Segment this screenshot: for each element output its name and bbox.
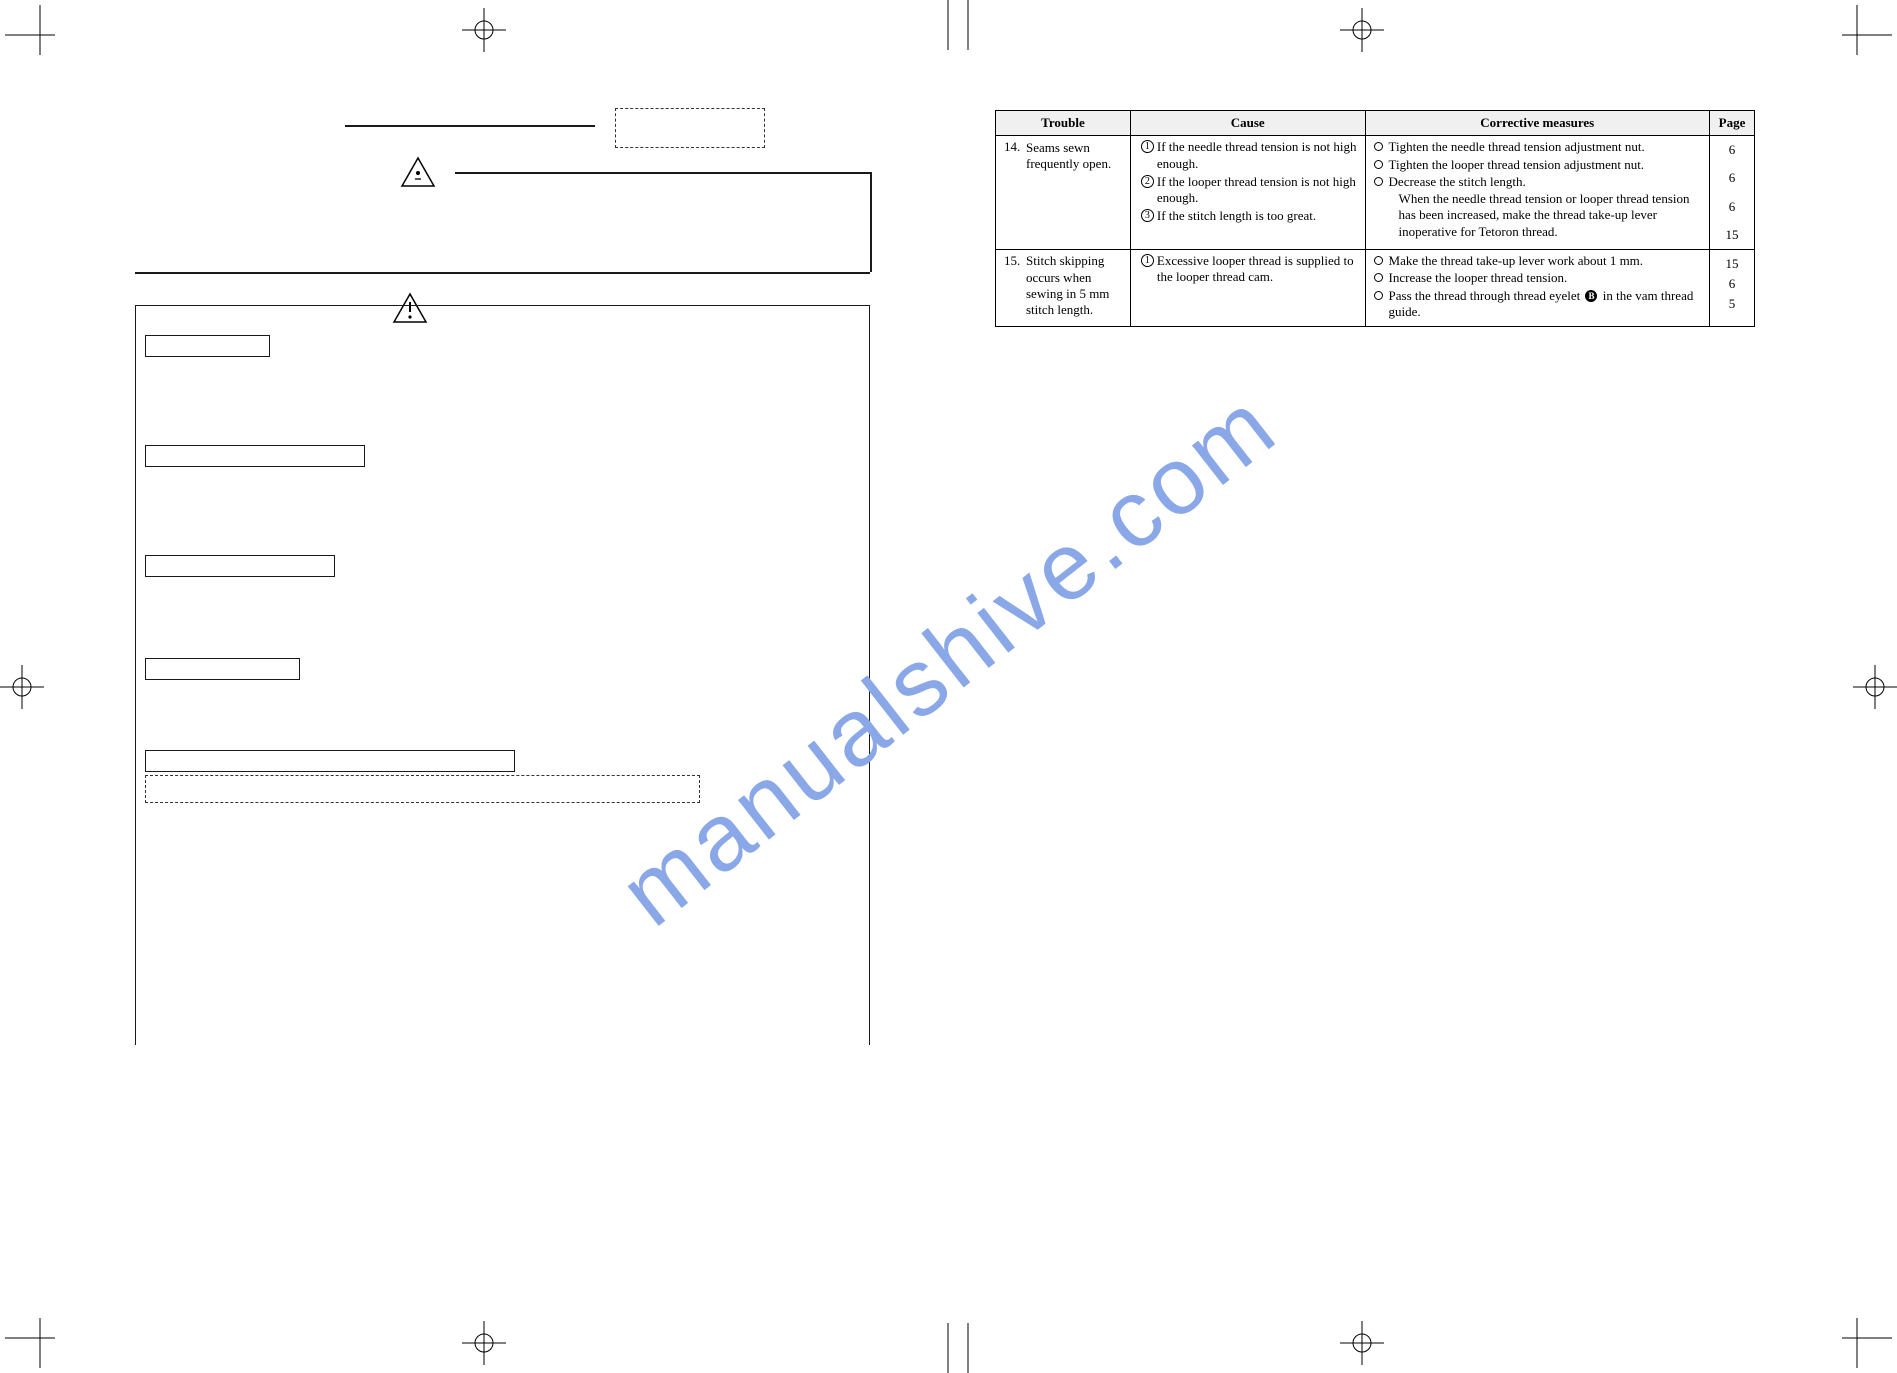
regmark-bot-1 xyxy=(462,1321,506,1365)
trouble-number: 15. xyxy=(1004,253,1020,268)
heading-box xyxy=(145,335,270,357)
corrective-text: Make the thread take-up lever work about… xyxy=(1389,253,1701,269)
foldmark-bot-r xyxy=(958,1313,978,1373)
troubleshooting-table: Trouble Cause Corrective measures Page 1… xyxy=(995,110,1755,327)
dashed-box xyxy=(145,775,700,803)
cause-item: 1 If the needle thread tension is not hi… xyxy=(1139,139,1357,172)
corrective-item: Tighten the needle thread tension adjust… xyxy=(1374,139,1701,155)
frame-line xyxy=(870,172,872,272)
cropmark-br xyxy=(1817,1303,1897,1373)
trouble-text: Seams sewn frequently open. xyxy=(1004,140,1122,173)
cause-text: If the stitch length is too great. xyxy=(1157,208,1357,224)
th-cause: Cause xyxy=(1130,111,1365,136)
page-ref: 6 xyxy=(1729,169,1736,187)
corrective-text: Increase the looper thread tension. xyxy=(1389,270,1701,286)
corrective-item: Decrease the stitch length. xyxy=(1374,174,1701,190)
circled-letter: B xyxy=(1585,290,1597,302)
regmark-left xyxy=(0,665,44,709)
cropmark-tr xyxy=(1817,0,1897,70)
regmark-right xyxy=(1853,665,1897,709)
table-header-row: Trouble Cause Corrective measures Page xyxy=(996,111,1755,136)
heading-box xyxy=(145,658,300,680)
cause-item: 2 If the looper thread tension is not hi… xyxy=(1139,174,1357,207)
circled-number: 3 xyxy=(1141,209,1154,222)
cause-text: If the needle thread tension is not high… xyxy=(1157,139,1357,172)
cell-trouble: 15. Stitch skipping occurs when sewing i… xyxy=(996,250,1131,327)
regmark-top-1 xyxy=(462,8,506,52)
corrective-text: Tighten the looper thread tension adjust… xyxy=(1389,157,1701,173)
page-ref: 15 xyxy=(1725,255,1738,273)
cell-corrective: Tighten the needle thread tension adjust… xyxy=(1365,136,1709,250)
left-page xyxy=(135,100,905,1280)
table-row: 14. Seams sewn frequently open. 1 If the… xyxy=(996,136,1755,250)
bullet-icon xyxy=(1374,177,1383,186)
th-trouble: Trouble xyxy=(996,111,1131,136)
th-corrective: Corrective measures xyxy=(1365,111,1709,136)
cell-cause: 1 If the needle thread tension is not hi… xyxy=(1130,136,1365,250)
cell-cause: 1 Excessive looper thread is supplied to… xyxy=(1130,250,1365,327)
bullet-icon xyxy=(1374,142,1383,151)
title-underline xyxy=(345,125,595,127)
corrective-item: Pass the thread through thread eyelet B … xyxy=(1374,288,1701,321)
circled-number: 2 xyxy=(1141,175,1154,188)
right-page: Trouble Cause Corrective measures Page 1… xyxy=(995,100,1765,1280)
cause-item: 3 If the stitch length is too great. xyxy=(1139,208,1357,224)
circled-number: 1 xyxy=(1141,140,1154,153)
cause-text: Excessive looper thread is supplied to t… xyxy=(1157,253,1357,286)
warning-icon xyxy=(400,156,436,193)
page-ref: 15 xyxy=(1725,226,1738,244)
table-row: 15. Stitch skipping occurs when sewing i… xyxy=(996,250,1755,327)
heading-box xyxy=(145,555,335,577)
corrective-text: Tighten the needle thread tension adjust… xyxy=(1389,139,1701,155)
cropmark-bl xyxy=(0,1303,80,1373)
corrective-subtext: When the needle thread tension or looper… xyxy=(1374,191,1701,240)
bullet-icon xyxy=(1374,160,1383,169)
cell-corrective: Make the thread take-up lever work about… xyxy=(1365,250,1709,327)
cause-text: If the looper thread tension is not high… xyxy=(1157,174,1357,207)
bullet-icon xyxy=(1374,291,1383,300)
dashed-box-top xyxy=(615,108,765,148)
frame-line xyxy=(135,272,870,274)
th-page: Page xyxy=(1709,111,1754,136)
corrective-text: Decrease the stitch length. xyxy=(1389,174,1701,190)
corrective-text-pre: Pass the thread through thread eyelet xyxy=(1389,288,1584,303)
bullet-icon xyxy=(1374,273,1383,282)
regmark-bot-2 xyxy=(1340,1321,1384,1365)
cell-page: 15 6 5 xyxy=(1709,250,1754,327)
regmark-top-2 xyxy=(1340,8,1384,52)
heading-box xyxy=(145,750,515,772)
bullet-icon xyxy=(1374,256,1383,265)
cell-trouble: 14. Seams sewn frequently open. xyxy=(996,136,1131,250)
frame-line xyxy=(455,172,870,174)
trouble-number: 14. xyxy=(1004,139,1020,154)
corrective-item: Increase the looper thread tension. xyxy=(1374,270,1701,286)
heading-box xyxy=(145,445,365,467)
corrective-item: Tighten the looper thread tension adjust… xyxy=(1374,157,1701,173)
corrective-item: Make the thread take-up lever work about… xyxy=(1374,253,1701,269)
foldmark-bot-l xyxy=(938,1313,958,1373)
foldmark-top-r xyxy=(958,0,978,60)
foldmark-top-l xyxy=(938,0,958,60)
page-ref: 6 xyxy=(1729,198,1736,216)
page-ref: 6 xyxy=(1729,275,1736,293)
cell-page: 6 6 6 15 xyxy=(1709,136,1754,250)
page-ref: 6 xyxy=(1729,141,1736,159)
trouble-text: Stitch skipping occurs when sewing in 5 … xyxy=(1004,253,1122,318)
page-ref: 5 xyxy=(1729,295,1736,313)
circled-number: 1 xyxy=(1141,254,1154,267)
corrective-text: Pass the thread through thread eyelet B … xyxy=(1389,288,1701,321)
cropmark-tl xyxy=(0,0,80,70)
cause-item: 1 Excessive looper thread is supplied to… xyxy=(1139,253,1357,286)
